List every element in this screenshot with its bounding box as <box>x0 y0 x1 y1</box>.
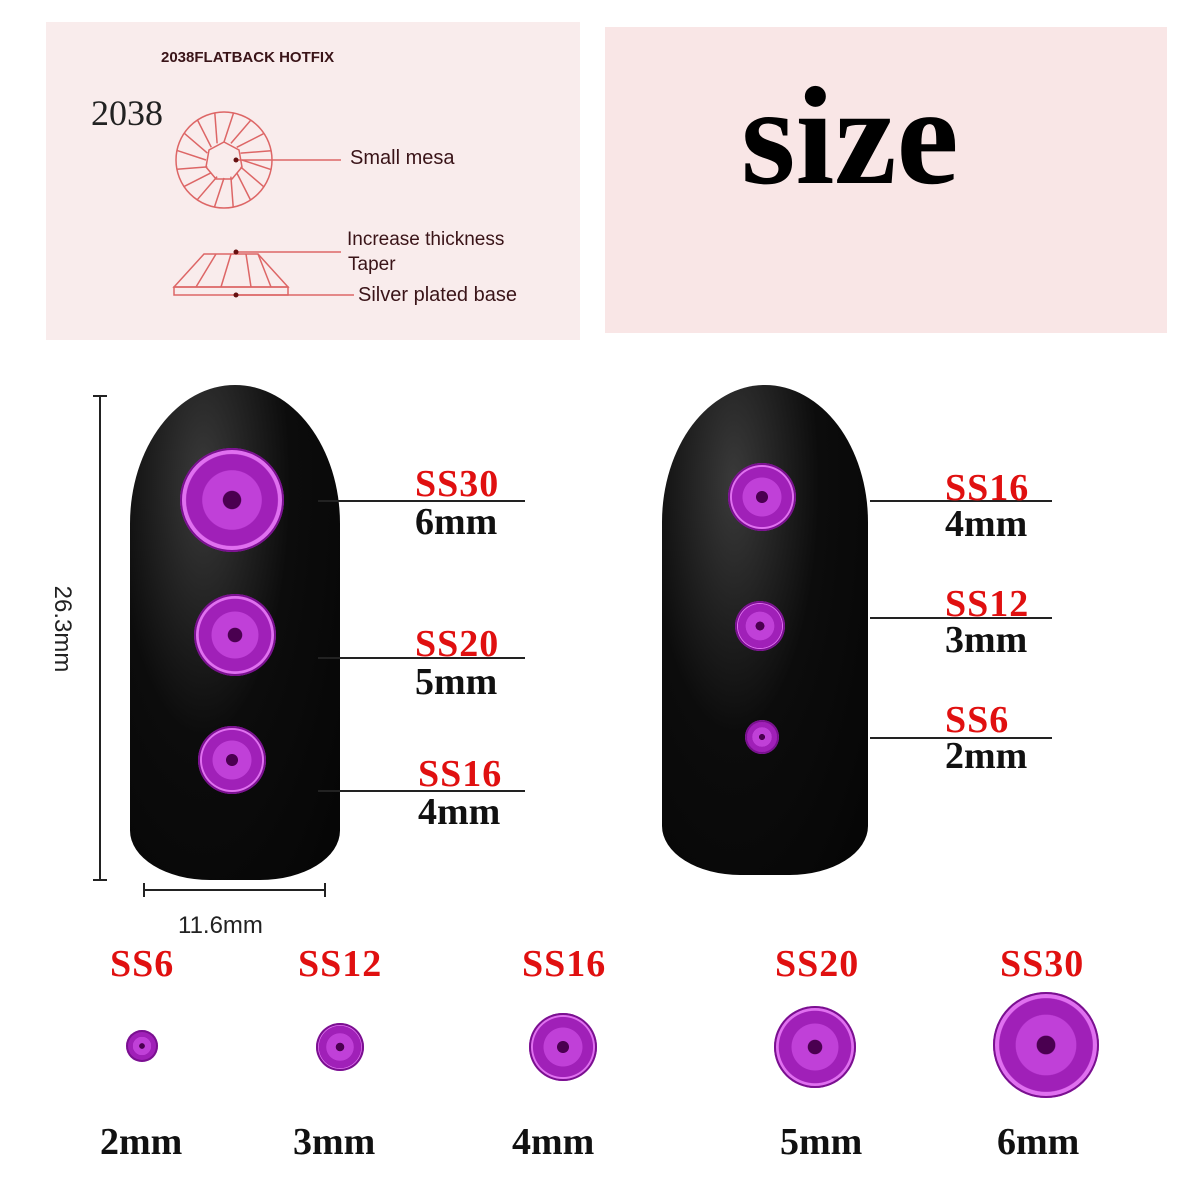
leader-line <box>318 657 525 659</box>
size-code: SS12 <box>298 943 383 985</box>
structure-panel: 2038FLATBACK HOTFIX 2038 Small mesa Incr… <box>46 22 580 340</box>
rhinestone <box>529 1013 597 1081</box>
size-code: SS6 <box>110 943 175 985</box>
leader-line <box>870 737 1052 739</box>
size-mm: 2mm <box>945 735 1028 777</box>
size-mm: 5mm <box>415 661 498 703</box>
size-mm: 6mm <box>997 1121 1080 1163</box>
rhinestone <box>198 726 266 794</box>
size-code: SS16 <box>418 753 503 795</box>
rhinestone <box>126 1030 158 1062</box>
rhinestone-diagram <box>172 111 354 298</box>
dim-tick <box>143 883 145 897</box>
panel-header: 2038FLATBACK HOTFIX <box>161 49 335 66</box>
size-code: SS16 <box>945 467 1030 509</box>
rhinestone <box>735 601 785 651</box>
rhinestone <box>728 463 796 531</box>
label-increase-thickness: Increase thickness <box>347 229 505 250</box>
size-mm: 3mm <box>945 619 1028 661</box>
size-code: SS6 <box>945 699 1010 741</box>
size-mm: 3mm <box>293 1121 376 1163</box>
size-mm: 4mm <box>418 791 501 833</box>
leader-line <box>870 500 1052 502</box>
size-mm: 2mm <box>100 1121 183 1163</box>
height-dimension-line <box>99 395 101 880</box>
height-label: 26.3mm <box>49 585 76 673</box>
label-small-mesa: Small mesa <box>350 147 455 169</box>
width-label: 11.6mm <box>178 912 263 939</box>
rhinestone <box>745 720 779 754</box>
rhinestone <box>993 992 1099 1098</box>
rhinestone <box>316 1023 364 1071</box>
size-code: SS16 <box>522 943 607 985</box>
dim-tick <box>93 879 107 881</box>
rhinestone <box>194 594 276 676</box>
width-dimension-line <box>143 889 325 891</box>
size-mm: 5mm <box>780 1121 863 1163</box>
label-taper: Taper <box>348 254 396 275</box>
leader-line <box>318 790 525 792</box>
size-mm: 4mm <box>945 503 1028 545</box>
model-number: 2038 <box>91 93 163 133</box>
rhinestone <box>774 1006 856 1088</box>
rhinestone <box>180 448 284 552</box>
title: size <box>741 59 959 214</box>
size-code: SS30 <box>1000 943 1085 985</box>
size-code: SS20 <box>415 623 500 665</box>
size-code: SS20 <box>775 943 860 985</box>
size-code: SS30 <box>415 463 500 505</box>
leader-line <box>870 617 1052 619</box>
size-mm: 4mm <box>512 1121 595 1163</box>
size-code: SS12 <box>945 583 1030 625</box>
title-panel: size <box>605 27 1167 333</box>
dim-tick <box>93 395 107 397</box>
size-mm: 6mm <box>415 501 498 543</box>
label-silver-base: Silver plated base <box>358 284 517 306</box>
dim-tick <box>324 883 326 897</box>
leader-line <box>318 500 525 502</box>
